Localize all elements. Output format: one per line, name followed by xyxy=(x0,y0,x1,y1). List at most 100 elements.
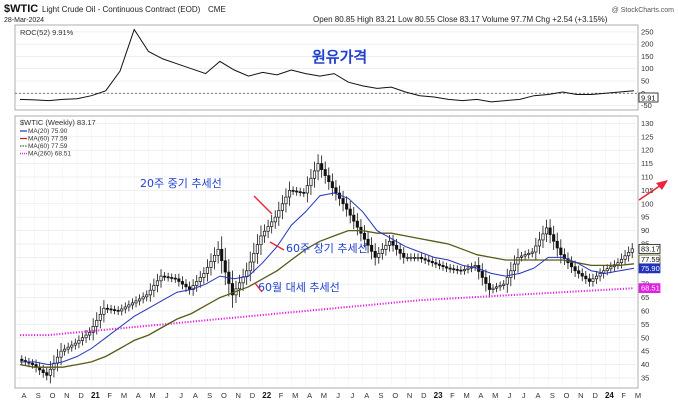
candle-body-up xyxy=(63,348,67,352)
x-tick-label: O xyxy=(392,391,398,400)
candle-body-up xyxy=(462,269,466,272)
x-tick-label: M xyxy=(121,391,127,400)
roc-last-value: 9.91 xyxy=(641,94,656,103)
candle-body-up xyxy=(623,255,627,260)
legend-ma20: MA(20) 75.90 xyxy=(28,128,68,135)
candle-body-down xyxy=(391,240,395,246)
value-tag-label: 75.90 xyxy=(641,264,660,273)
candle-body-down xyxy=(430,261,434,264)
candle-body-down xyxy=(445,266,449,269)
candle-body-down xyxy=(330,181,334,189)
legend-ma260: MA(260) 68.51 xyxy=(28,151,71,158)
x-tick-label: S xyxy=(550,391,555,400)
candle-body-down xyxy=(188,286,192,290)
watermark: @ StockCharts.com xyxy=(612,7,675,14)
candle-body-up xyxy=(495,286,499,289)
x-tick-label: N xyxy=(578,391,583,400)
candle-body-up xyxy=(627,251,631,257)
candle-body-up xyxy=(516,257,520,265)
arrow-ma60 xyxy=(269,241,285,251)
candle-body-up xyxy=(537,239,541,247)
candle-body-down xyxy=(402,252,406,258)
price-tick-label: 120 xyxy=(641,146,654,155)
candle-body-up xyxy=(145,294,149,298)
x-tick-label: J xyxy=(165,391,169,400)
candle-body-up xyxy=(466,267,470,270)
candle-body-down xyxy=(559,247,563,256)
x-tick-label: M xyxy=(149,391,155,400)
price-tick-label: 45 xyxy=(641,347,649,356)
x-tick-label: 21 xyxy=(91,391,100,400)
candle-body-up xyxy=(387,240,392,246)
candle-body-down xyxy=(109,308,113,311)
legend-wtic: $WTIC (Weekly) 83.17 xyxy=(20,118,96,127)
candle-body-up xyxy=(84,334,88,339)
candle-body-down xyxy=(552,234,556,242)
candle-body-down xyxy=(41,369,45,373)
candle-body-up xyxy=(498,285,502,288)
x-tick-label: F xyxy=(279,391,284,400)
candle-body-up xyxy=(505,277,509,285)
candle-body-up xyxy=(630,248,634,253)
candle-body-up xyxy=(266,226,270,232)
candle-body-down xyxy=(348,208,352,216)
legend-ma60-a: MA(60) 77.59 xyxy=(28,136,68,143)
roc-tick-label: 250 xyxy=(641,27,654,36)
price-tick-label: 50 xyxy=(641,333,649,342)
candle-body-up xyxy=(259,235,263,245)
candlesticks xyxy=(20,154,634,384)
x-tick-label: A xyxy=(193,391,198,400)
x-tick-label: F xyxy=(450,391,455,400)
candle-body-up xyxy=(619,258,624,264)
price-legend: $WTIC (Weekly) 83.17 MA(20) 75.90 MA(60)… xyxy=(20,118,96,158)
candle-body-down xyxy=(455,269,459,271)
candle-body-up xyxy=(205,267,209,274)
chart-date: 28-Mar-2024 xyxy=(4,17,44,24)
candle-body-down xyxy=(45,372,49,376)
x-tick-label: A xyxy=(136,391,141,400)
candle-body-up xyxy=(502,283,506,286)
roc-last-tag: 9.91 xyxy=(638,92,659,103)
candle-body-down xyxy=(166,276,170,279)
value-tag-label: 68.51 xyxy=(641,284,660,293)
price-tick-label: 90 xyxy=(641,226,649,235)
candle-body-down xyxy=(362,232,367,240)
candle-body-down xyxy=(173,277,177,280)
candle-body-up xyxy=(91,326,95,333)
candle-body-down xyxy=(548,227,552,235)
price-tick-label: 100 xyxy=(641,199,654,208)
candle-body-up xyxy=(255,244,259,254)
x-tick-label: M xyxy=(321,391,327,400)
candle-body-up xyxy=(141,296,145,300)
candle-body-up xyxy=(473,265,477,268)
arrow-ma260 xyxy=(254,282,263,293)
candle-body-down xyxy=(370,244,374,252)
x-tick-label: M xyxy=(292,391,298,400)
price-panel: 1301251201151101051009590858075706560555… xyxy=(14,115,661,389)
roc-frame xyxy=(14,24,639,111)
candle-body-down xyxy=(105,307,110,310)
candle-body-down xyxy=(291,190,295,192)
price-gridlines xyxy=(15,118,638,386)
x-tick-label: S xyxy=(36,391,41,400)
candle-body-down xyxy=(170,277,174,279)
candle-body-down xyxy=(220,248,224,262)
candle-body-up xyxy=(509,270,513,278)
x-tick-label: F xyxy=(107,391,112,400)
x-axis-labels: A S O N D 21 F M A M J J A S O N D 22 F M A M J J A S O N D 23 F M A M J J A… xyxy=(21,391,641,400)
price-tick-label: 35 xyxy=(641,373,649,382)
candle-body-up xyxy=(48,368,52,376)
candle-body-down xyxy=(113,309,117,311)
candle-body-up xyxy=(77,340,81,344)
candle-body-down xyxy=(230,283,234,296)
candle-body-up xyxy=(155,280,159,286)
x-tick-label: J xyxy=(179,391,183,400)
x-tick-label: O xyxy=(564,391,570,400)
candle-body-up xyxy=(530,251,534,254)
candle-body-up xyxy=(594,275,599,280)
candle-body-down xyxy=(323,169,327,176)
x-tick-label: M xyxy=(492,391,498,400)
candle-body-up xyxy=(134,300,138,304)
value-tag-label: 83.17 xyxy=(641,244,660,253)
candle-body-up xyxy=(280,203,284,211)
